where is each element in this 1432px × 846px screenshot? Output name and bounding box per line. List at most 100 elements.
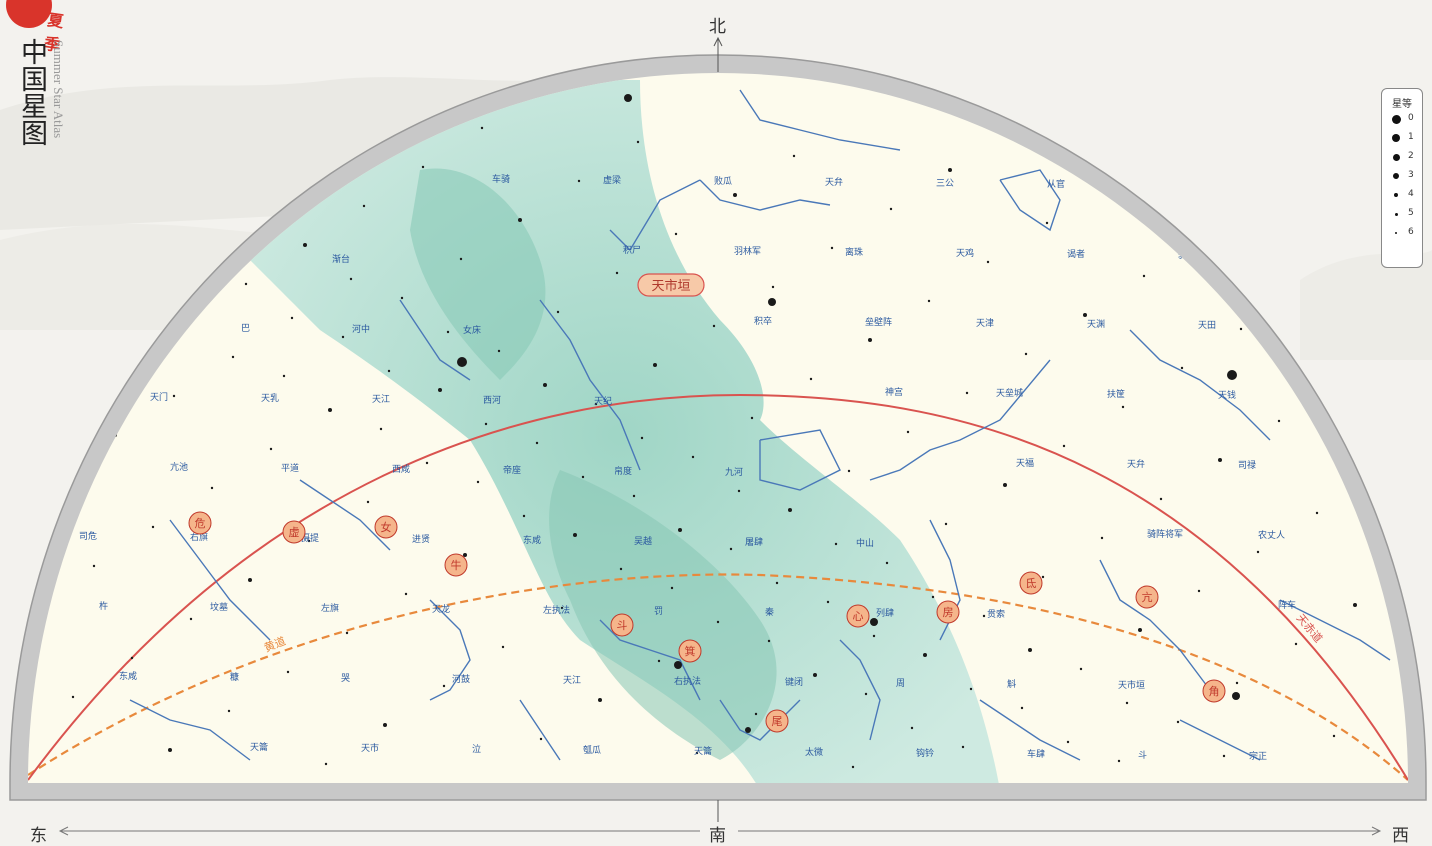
- star: [1319, 157, 1323, 161]
- map-title: 中国星图: [16, 38, 47, 146]
- constellation-label: 渐台: [332, 253, 350, 265]
- star: [1138, 628, 1142, 632]
- constellation-label: 河鼓: [452, 673, 470, 685]
- mansion-label: 箕: [685, 644, 696, 658]
- constellation-line: [609, 179, 701, 252]
- star: [1024, 352, 1028, 356]
- constellation-label: 天福: [1016, 457, 1034, 469]
- mansion-marker: 亢: [1135, 585, 1159, 609]
- ecliptic-line: [28, 573, 1408, 781]
- legend-row: 2: [1382, 148, 1422, 167]
- star: [1336, 380, 1340, 384]
- constellation-label: 天籥: [694, 745, 712, 757]
- star: [826, 600, 830, 604]
- star: [172, 394, 176, 398]
- mansion-marker: 箕: [678, 639, 702, 663]
- star: [1311, 215, 1315, 219]
- constellation-line: [599, 619, 701, 701]
- star: [733, 193, 737, 197]
- star: [640, 436, 644, 440]
- constellation-label: 积卒: [754, 315, 772, 327]
- star: [71, 695, 75, 699]
- star: [457, 357, 467, 367]
- star: [1315, 511, 1319, 515]
- star: [573, 533, 577, 537]
- constellation-label: 右旗: [190, 531, 208, 543]
- constellation-line: [429, 599, 471, 701]
- star: [421, 165, 425, 169]
- star: [767, 639, 771, 643]
- milky-way-badge: 天市垣: [637, 273, 705, 297]
- star: [75, 341, 79, 345]
- constellation-line: [129, 699, 251, 761]
- star: [775, 581, 779, 585]
- constellation-label: 败瓜: [714, 176, 732, 187]
- constellation-label: 摄提: [301, 532, 319, 544]
- star: [484, 422, 488, 426]
- star: [1357, 249, 1361, 253]
- constellation-label: 杵: [99, 600, 108, 612]
- star: [906, 430, 910, 434]
- constellation-label: 东咸: [523, 534, 541, 546]
- mansion-label: 心: [853, 610, 864, 623]
- milky-way-label: 天市垣: [651, 278, 690, 294]
- constellation-label: 宗人: [90, 181, 108, 193]
- constellation-label: 帛度: [614, 465, 632, 477]
- constellation-label: 积尸: [623, 244, 641, 256]
- constellation-label: 键闭: [785, 676, 803, 688]
- mansion-label: 危: [195, 517, 206, 530]
- constellation-label: 中山: [856, 537, 874, 549]
- mansion-marker: 房: [936, 600, 960, 624]
- constellation-label: 巴: [241, 323, 250, 334]
- constellation-label: 天江: [372, 394, 390, 405]
- east-label: 东: [30, 826, 47, 846]
- mansion-label: 尾: [772, 715, 783, 728]
- magnitude-value: 4: [1408, 189, 1414, 199]
- star: [1083, 313, 1087, 317]
- constellation-label: 进贤: [412, 534, 430, 545]
- west-label: 西: [1392, 826, 1409, 846]
- star: [1214, 162, 1218, 166]
- magnitude-dot-icon: [1393, 173, 1399, 179]
- constellation-label: 贯索: [987, 608, 1005, 620]
- star: [328, 408, 332, 412]
- constellation-line: [1129, 329, 1271, 441]
- star: [269, 447, 273, 451]
- mansion-label: 斗: [617, 619, 628, 632]
- constellation-label: 泣: [472, 743, 481, 755]
- constellation-label: 垒壁阵: [865, 316, 892, 328]
- star: [581, 475, 585, 479]
- star: [1260, 196, 1264, 200]
- star: [400, 296, 404, 300]
- star: [210, 486, 214, 490]
- constellation-line: [519, 699, 561, 761]
- star: [1020, 706, 1024, 710]
- star: [1163, 143, 1167, 147]
- star: [982, 614, 986, 618]
- constellation-line: [1099, 559, 1211, 691]
- mansion-label: 房: [943, 606, 954, 619]
- star: [404, 592, 408, 596]
- constellation-line: [539, 299, 641, 471]
- star: [459, 257, 463, 261]
- star: [636, 140, 640, 144]
- constellation-label: 离珠: [845, 246, 863, 258]
- mansion-marker: 牛: [444, 553, 468, 577]
- star: [750, 416, 754, 420]
- constellation-label: 亢池: [170, 461, 188, 473]
- north-label: 北: [709, 17, 726, 37]
- star: [969, 687, 973, 691]
- constellation-label: 七公: [130, 322, 148, 333]
- legend-row: 4: [1382, 186, 1422, 205]
- constellation-label: 斛: [1007, 678, 1016, 690]
- magnitude-value: 6: [1408, 227, 1414, 237]
- star: [615, 271, 619, 275]
- constellation-label: 司禄: [1238, 459, 1256, 471]
- constellation-line: [1279, 599, 1391, 661]
- magnitude-dot-icon: [1394, 193, 1398, 197]
- constellation-label: 屠肆: [745, 536, 763, 548]
- constellation-label: 三公: [936, 178, 954, 189]
- star: [674, 661, 682, 669]
- constellation-label: 天江: [563, 675, 581, 686]
